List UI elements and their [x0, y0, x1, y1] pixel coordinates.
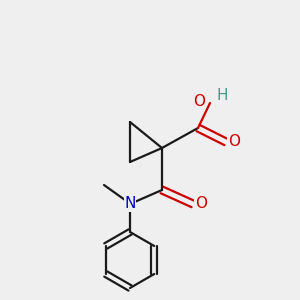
Text: H: H: [216, 88, 228, 103]
Text: O: O: [193, 94, 205, 109]
Text: N: N: [124, 196, 136, 211]
Text: O: O: [195, 196, 207, 211]
Text: O: O: [228, 134, 240, 149]
